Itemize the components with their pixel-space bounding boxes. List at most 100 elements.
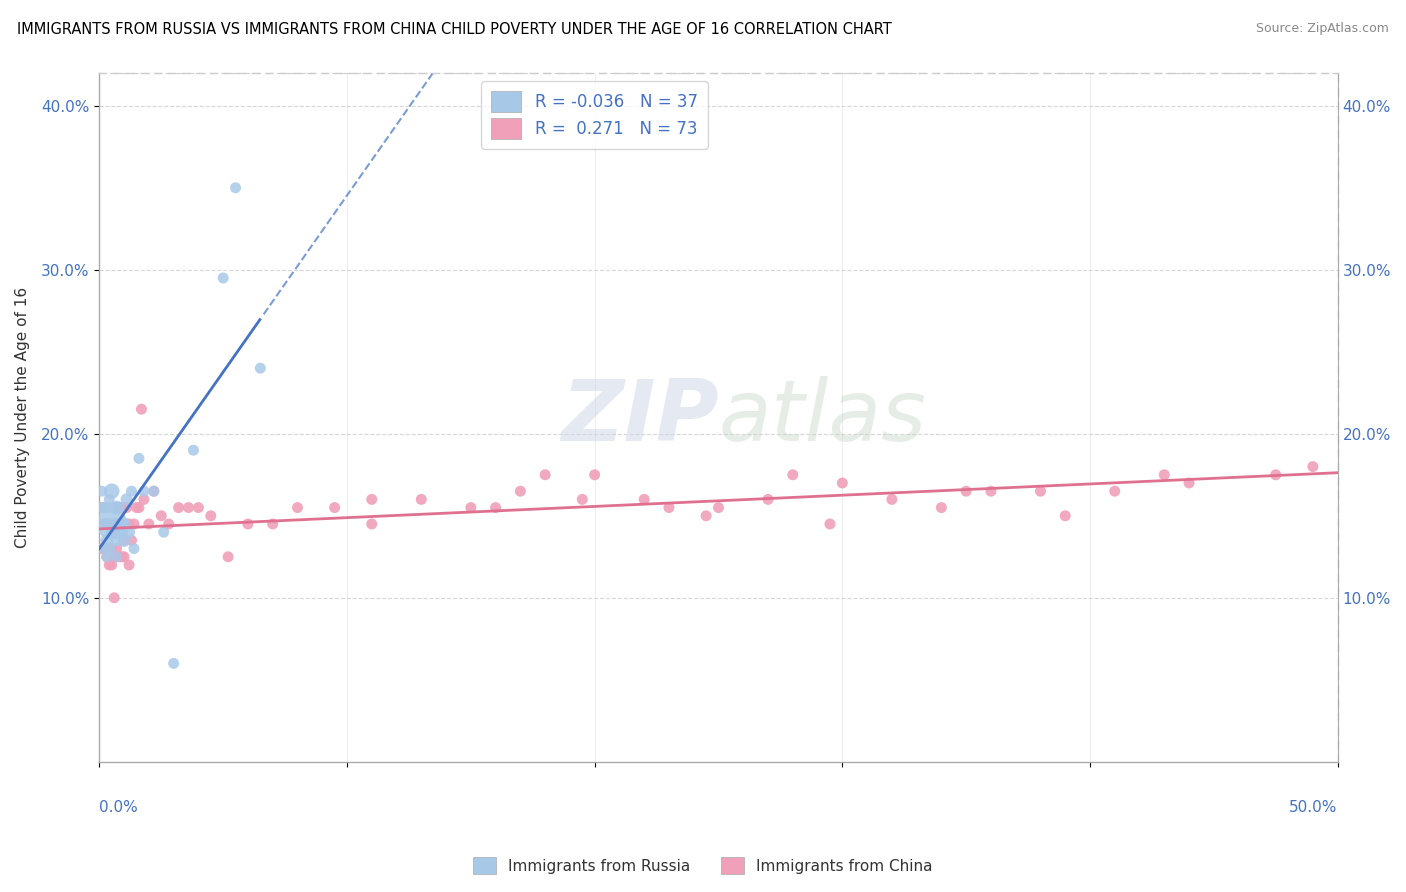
Point — [200, 508, 222, 523]
Text: ZIP: ZIP — [561, 376, 718, 458]
Point — [225, 181, 247, 195]
Point — [121, 484, 143, 499]
Point — [90, 500, 112, 515]
Legend: R = -0.036   N = 37, R =  0.271   N = 73: R = -0.036 N = 37, R = 0.271 N = 73 — [481, 81, 707, 149]
Point — [360, 492, 382, 507]
Point — [323, 500, 346, 515]
Point — [931, 500, 953, 515]
Point — [187, 500, 209, 515]
Point — [96, 549, 118, 564]
Point — [108, 549, 131, 564]
Point — [93, 500, 115, 515]
Point — [98, 516, 121, 531]
Point — [103, 516, 125, 531]
Point — [183, 443, 205, 458]
Point — [90, 541, 112, 556]
Point — [756, 492, 779, 507]
Point — [128, 451, 150, 466]
Point — [1104, 484, 1126, 499]
Point — [96, 549, 118, 564]
Point — [658, 500, 681, 515]
Point — [112, 549, 135, 564]
Point — [217, 549, 239, 564]
Point — [509, 484, 531, 499]
Point — [128, 500, 150, 515]
Point — [236, 516, 259, 531]
Point — [93, 541, 115, 556]
Point — [103, 500, 125, 515]
Point — [98, 558, 121, 572]
Point — [138, 516, 160, 531]
Point — [96, 516, 118, 531]
Point — [122, 516, 145, 531]
Point — [118, 525, 141, 540]
Point — [132, 492, 155, 507]
Text: IMMIGRANTS FROM RUSSIA VS IMMIGRANTS FROM CHINA CHILD POVERTY UNDER THE AGE OF 1: IMMIGRANTS FROM RUSSIA VS IMMIGRANTS FRO… — [17, 22, 891, 37]
Point — [103, 525, 125, 540]
Point — [105, 533, 128, 548]
Point — [150, 508, 173, 523]
Point — [90, 484, 112, 499]
Point — [96, 541, 118, 556]
Point — [249, 361, 271, 376]
Point — [955, 484, 977, 499]
Point — [112, 533, 135, 548]
Point — [108, 500, 131, 515]
Point — [98, 492, 121, 507]
Point — [93, 541, 115, 556]
Point — [118, 558, 141, 572]
Point — [411, 492, 433, 507]
Point — [105, 541, 128, 556]
Point — [125, 500, 148, 515]
Text: Source: ZipAtlas.com: Source: ZipAtlas.com — [1256, 22, 1389, 36]
Point — [142, 484, 165, 499]
Point — [105, 516, 128, 531]
Point — [112, 516, 135, 531]
Point — [131, 402, 153, 417]
Text: 50.0%: 50.0% — [1289, 799, 1337, 814]
Point — [162, 657, 184, 671]
Point — [152, 525, 174, 540]
Point — [360, 516, 382, 531]
Point — [571, 492, 593, 507]
Point — [831, 475, 853, 490]
Point — [695, 508, 717, 523]
Point — [460, 500, 482, 515]
Point — [287, 500, 309, 515]
Text: 0.0%: 0.0% — [100, 799, 138, 814]
Point — [90, 500, 112, 515]
Point — [100, 525, 122, 540]
Point — [115, 492, 138, 507]
Point — [105, 549, 128, 564]
Point — [122, 541, 145, 556]
Point — [1302, 459, 1324, 474]
Point — [782, 467, 804, 482]
Point — [534, 467, 557, 482]
Point — [96, 533, 118, 548]
Point — [108, 516, 131, 531]
Point — [980, 484, 1002, 499]
Point — [177, 500, 200, 515]
Point — [100, 516, 122, 531]
Point — [167, 500, 190, 515]
Point — [1029, 484, 1052, 499]
Point — [111, 525, 134, 540]
Point — [100, 541, 122, 556]
Point — [262, 516, 284, 531]
Point — [96, 516, 118, 531]
Point — [112, 533, 135, 548]
Point — [111, 549, 134, 564]
Point — [93, 500, 115, 515]
Point — [118, 516, 141, 531]
Y-axis label: Child Poverty Under the Age of 16: Child Poverty Under the Age of 16 — [15, 287, 30, 548]
Text: atlas: atlas — [718, 376, 927, 458]
Point — [100, 558, 122, 572]
Point — [93, 516, 115, 531]
Point — [100, 516, 122, 531]
Point — [1178, 475, 1201, 490]
Point — [103, 549, 125, 564]
Point — [707, 500, 730, 515]
Point — [98, 541, 121, 556]
Point — [121, 533, 143, 548]
Point — [1153, 467, 1175, 482]
